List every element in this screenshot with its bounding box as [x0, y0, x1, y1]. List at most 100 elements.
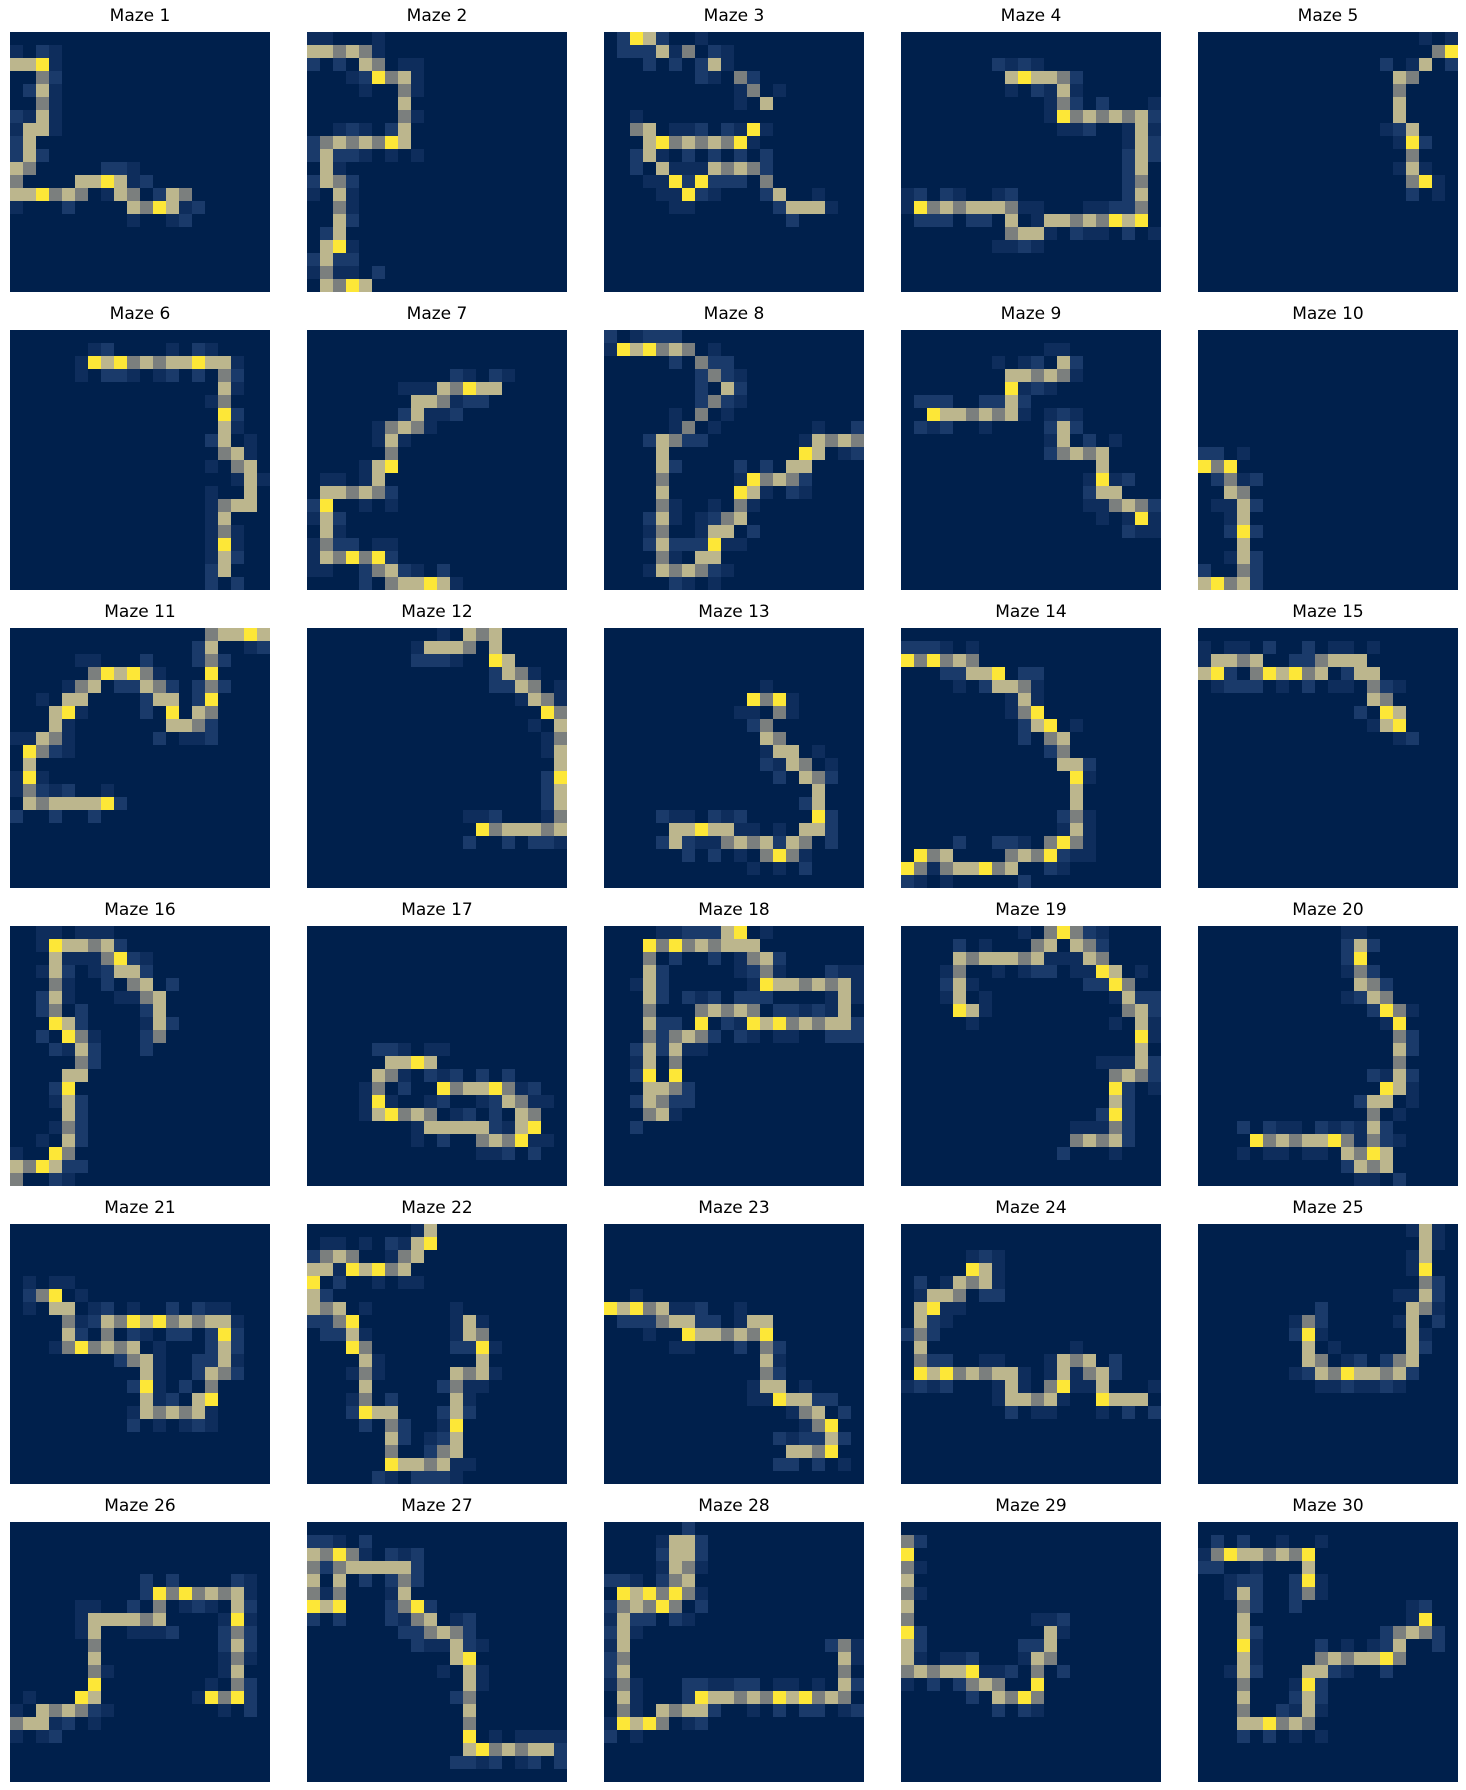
heatmap-halo-cell: [489, 1341, 502, 1354]
heatmap-path-cell: [760, 965, 773, 978]
heatmap-halo-cell: [528, 1095, 541, 1108]
heatmap-path-cell: [799, 1017, 812, 1030]
heatmap-path-cell: [424, 1626, 437, 1639]
heatmap-path-cell: [1289, 667, 1302, 680]
heatmap-halo-cell: [1148, 1082, 1161, 1095]
heatmap-halo-cell: [708, 512, 721, 525]
heatmap-path-cell: [1096, 473, 1109, 486]
heatmap-path-cell: [36, 1717, 49, 1730]
heatmap-path-cell: [1044, 836, 1057, 849]
heatmap-path-cell: [630, 1600, 643, 1613]
heatmap-path-cell: [1057, 84, 1070, 97]
heatmap-path-cell: [760, 1354, 773, 1367]
heatmap-path-cell: [1341, 1367, 1354, 1380]
heatmap-halo-cell: [244, 1613, 257, 1626]
heatmap-path-cell: [760, 97, 773, 110]
heatmap-halo-cell: [1289, 1678, 1302, 1691]
heatmap-path-cell: [1419, 1613, 1432, 1626]
heatmap-path-cell: [49, 1147, 62, 1160]
heatmap-halo-cell: [682, 577, 695, 590]
heatmap-path-cell: [992, 1678, 1005, 1691]
heatmap-path-cell: [940, 201, 953, 214]
heatmap-halo-cell: [140, 965, 153, 978]
heatmap-path-cell: [669, 1069, 682, 1082]
heatmap-path-cell: [1211, 654, 1224, 667]
heatmap-path-cell: [1406, 1328, 1419, 1341]
heatmap-halo-cell: [450, 1458, 463, 1471]
heatmap-halo-cell: [1211, 1561, 1224, 1574]
heatmap-halo-cell: [825, 1393, 838, 1406]
heatmap-path-cell: [320, 266, 333, 279]
heatmap-path-cell: [838, 1665, 851, 1678]
maze-heatmap: [10, 1224, 270, 1484]
heatmap-halo-cell: [372, 45, 385, 58]
heatmap-path-cell: [838, 434, 851, 447]
heatmap-path-cell: [799, 978, 812, 991]
heatmap-halo-cell: [979, 991, 992, 1004]
heatmap-path-cell: [333, 227, 346, 240]
heatmap-halo-cell: [166, 343, 179, 356]
heatmap-path-cell: [49, 939, 62, 952]
heatmap-halo-cell: [825, 771, 838, 784]
maze-title: Maze 1: [109, 6, 171, 26]
heatmap-path-cell: [1393, 110, 1406, 123]
heatmap-halo-cell: [940, 978, 953, 991]
heatmap-path-cell: [1302, 1548, 1315, 1561]
heatmap-path-cell: [966, 667, 979, 680]
heatmap-halo-cell: [153, 1626, 166, 1639]
heatmap-halo-cell: [643, 538, 656, 551]
heatmap-path-cell: [346, 1250, 359, 1263]
heatmap-path-cell: [1367, 667, 1380, 680]
heatmap-path-cell: [424, 1613, 437, 1626]
heatmap-halo-cell: [940, 1652, 953, 1665]
heatmap-path-cell: [1211, 460, 1224, 473]
heatmap-halo-cell: [192, 201, 205, 214]
heatmap-path-cell: [515, 823, 528, 836]
heatmap-halo-cell: [812, 1004, 825, 1017]
heatmap-path-cell: [901, 1548, 914, 1561]
heatmap-path-cell: [786, 460, 799, 473]
heatmap-path-cell: [1031, 952, 1044, 965]
heatmap-path-cell: [1380, 1095, 1393, 1108]
maze-panel: Maze 1: [10, 6, 270, 292]
heatmap-halo-cell: [1057, 1626, 1070, 1639]
heatmap-path-cell: [1018, 706, 1031, 719]
heatmap-path-cell: [166, 706, 179, 719]
heatmap-path-cell: [1109, 1121, 1122, 1134]
heatmap-path-cell: [1083, 214, 1096, 227]
heatmap-path-cell: [773, 1380, 786, 1393]
maze-heatmap: [1198, 330, 1458, 590]
heatmap-halo-cell: [1070, 1341, 1083, 1354]
heatmap-halo-cell: [1070, 1121, 1083, 1134]
heatmap-halo-cell: [812, 1393, 825, 1406]
heatmap-halo-cell: [656, 1535, 669, 1548]
heatmap-halo-cell: [721, 810, 734, 823]
heatmap-halo-cell: [231, 473, 244, 486]
heatmap-path-cell: [643, 123, 656, 136]
heatmap-path-cell: [179, 1315, 192, 1328]
heatmap-path-cell: [1250, 1548, 1263, 1561]
maze-heatmap: [307, 926, 567, 1186]
heatmap-halo-cell: [1419, 162, 1432, 175]
heatmap-halo-cell: [1419, 32, 1432, 45]
heatmap-path-cell: [424, 1458, 437, 1471]
heatmap-path-cell: [218, 628, 231, 641]
heatmap-halo-cell: [1070, 123, 1083, 136]
heatmap-path-cell: [463, 1652, 476, 1665]
heatmap-path-cell: [953, 1665, 966, 1678]
heatmap-path-cell: [1224, 460, 1237, 473]
heatmap-halo-cell: [307, 58, 320, 71]
heatmap-halo-cell: [88, 654, 101, 667]
heatmap-halo-cell: [695, 1561, 708, 1574]
heatmap-path-cell: [554, 823, 567, 836]
heatmap-path-cell: [1237, 1613, 1250, 1626]
heatmap-halo-cell: [411, 1574, 424, 1587]
heatmap-halo-cell: [75, 1315, 88, 1328]
heatmap-halo-cell: [812, 745, 825, 758]
heatmap-path-cell: [1328, 654, 1341, 667]
heatmap-halo-cell: [1237, 680, 1250, 693]
heatmap-halo-cell: [36, 926, 49, 939]
heatmap-path-cell: [62, 797, 75, 810]
heatmap-halo-cell: [101, 926, 114, 939]
heatmap-path-cell: [231, 1626, 244, 1639]
